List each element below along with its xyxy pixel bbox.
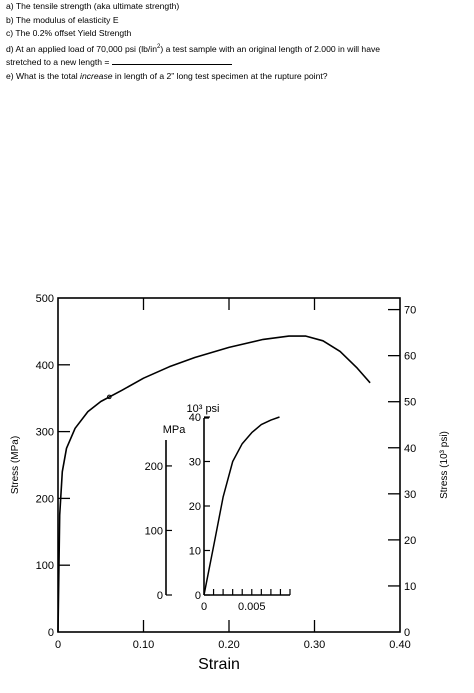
answer-blank[interactable] bbox=[111, 56, 232, 66]
y-tick-label-left: 100 bbox=[36, 560, 54, 572]
x-tick-label: 0 bbox=[55, 639, 61, 651]
question-b: b) The modulus of elasticity E bbox=[6, 14, 119, 25]
inset-curve bbox=[203, 416, 280, 596]
x-axis-label: Strain bbox=[198, 656, 240, 673]
x-tick-label: 0.30 bbox=[304, 639, 325, 651]
question-a: a) The tensile strength (aka ultimate st… bbox=[6, 1, 180, 11]
y-tick-label-right: 30 bbox=[404, 489, 416, 501]
inset-psi-tick-label: 20 bbox=[189, 501, 201, 513]
y-tick-label-right: 20 bbox=[404, 535, 416, 547]
inset-mpa-tick-label: 100 bbox=[145, 525, 163, 537]
question-d-text: d) At an applied load of 70,000 psi (lb/… bbox=[6, 43, 157, 54]
y-axis-label-left: Stress (MPa) bbox=[10, 436, 21, 494]
y-tick-label-left: 300 bbox=[36, 427, 54, 439]
x-tick-label: 0.10 bbox=[133, 639, 154, 651]
y-tick-label-left: 400 bbox=[36, 360, 54, 372]
inset-psi-tick-label: 0 bbox=[195, 590, 201, 602]
inset-chart: 0 10 20 30 40 0 100 200 MPa 10³ psi 0 0.005 bbox=[145, 403, 291, 613]
inset-x-tick-label: 0.005 bbox=[238, 601, 266, 613]
question-list: a) The tensile strength (aka ultimate st… bbox=[6, 0, 468, 83]
y-axis-label-right: Stress (10³ psi) bbox=[439, 431, 450, 499]
inset-psi-tick-label: 10 bbox=[189, 546, 201, 558]
inset-mpa-tick-label: 200 bbox=[145, 461, 163, 473]
inset-psi-tick-label: 30 bbox=[189, 457, 201, 469]
question-c: c) The 0.2% offset Yield Strength bbox=[6, 28, 132, 39]
question-e: e) What is the total increase in length … bbox=[6, 70, 468, 84]
question-d-superscript: 2 bbox=[156, 43, 161, 50]
y-tick-label-left: 500 bbox=[36, 293, 54, 305]
question-d-continuation: stretched to a new length = bbox=[6, 57, 112, 68]
yield-marker bbox=[107, 394, 112, 400]
y-tick-label-right: 10 bbox=[404, 581, 416, 593]
question-d-line2: stretched to a new length = bbox=[6, 56, 468, 70]
y-tick-label-right: 40 bbox=[404, 443, 416, 455]
inset-x-tick-label: 0 bbox=[201, 601, 207, 613]
x-tick-label: 0.40 bbox=[389, 639, 410, 651]
question-e-text: e) What is the total bbox=[6, 70, 81, 81]
question-d-text-end: ) a test sample with an original length … bbox=[160, 43, 381, 54]
inset-psi-tick-label: 40 bbox=[189, 412, 201, 424]
inset-mpa-label: MPa bbox=[163, 424, 187, 436]
y-tick-label-left: 200 bbox=[36, 493, 54, 505]
question-d: d) At an applied load of 70,000 psi (lb/… bbox=[6, 41, 468, 56]
y-tick-label-right: 0 bbox=[404, 627, 410, 639]
y-tick-label-right: 70 bbox=[404, 305, 416, 317]
inset-psi-label: 10³ psi bbox=[186, 403, 219, 415]
question-e-emphasis: increase bbox=[80, 70, 113, 81]
stress-strain-curve bbox=[57, 335, 371, 633]
x-tick-label: 0.20 bbox=[218, 639, 239, 651]
inset-mpa-tick-label: 0 bbox=[157, 590, 163, 602]
y-tick-label-right: 60 bbox=[404, 351, 416, 363]
y-tick-label-right: 50 bbox=[404, 397, 416, 409]
question-e-text-end: in length of a 2” long test specimen at … bbox=[112, 70, 328, 81]
y-tick-label-left: 0 bbox=[48, 627, 54, 639]
